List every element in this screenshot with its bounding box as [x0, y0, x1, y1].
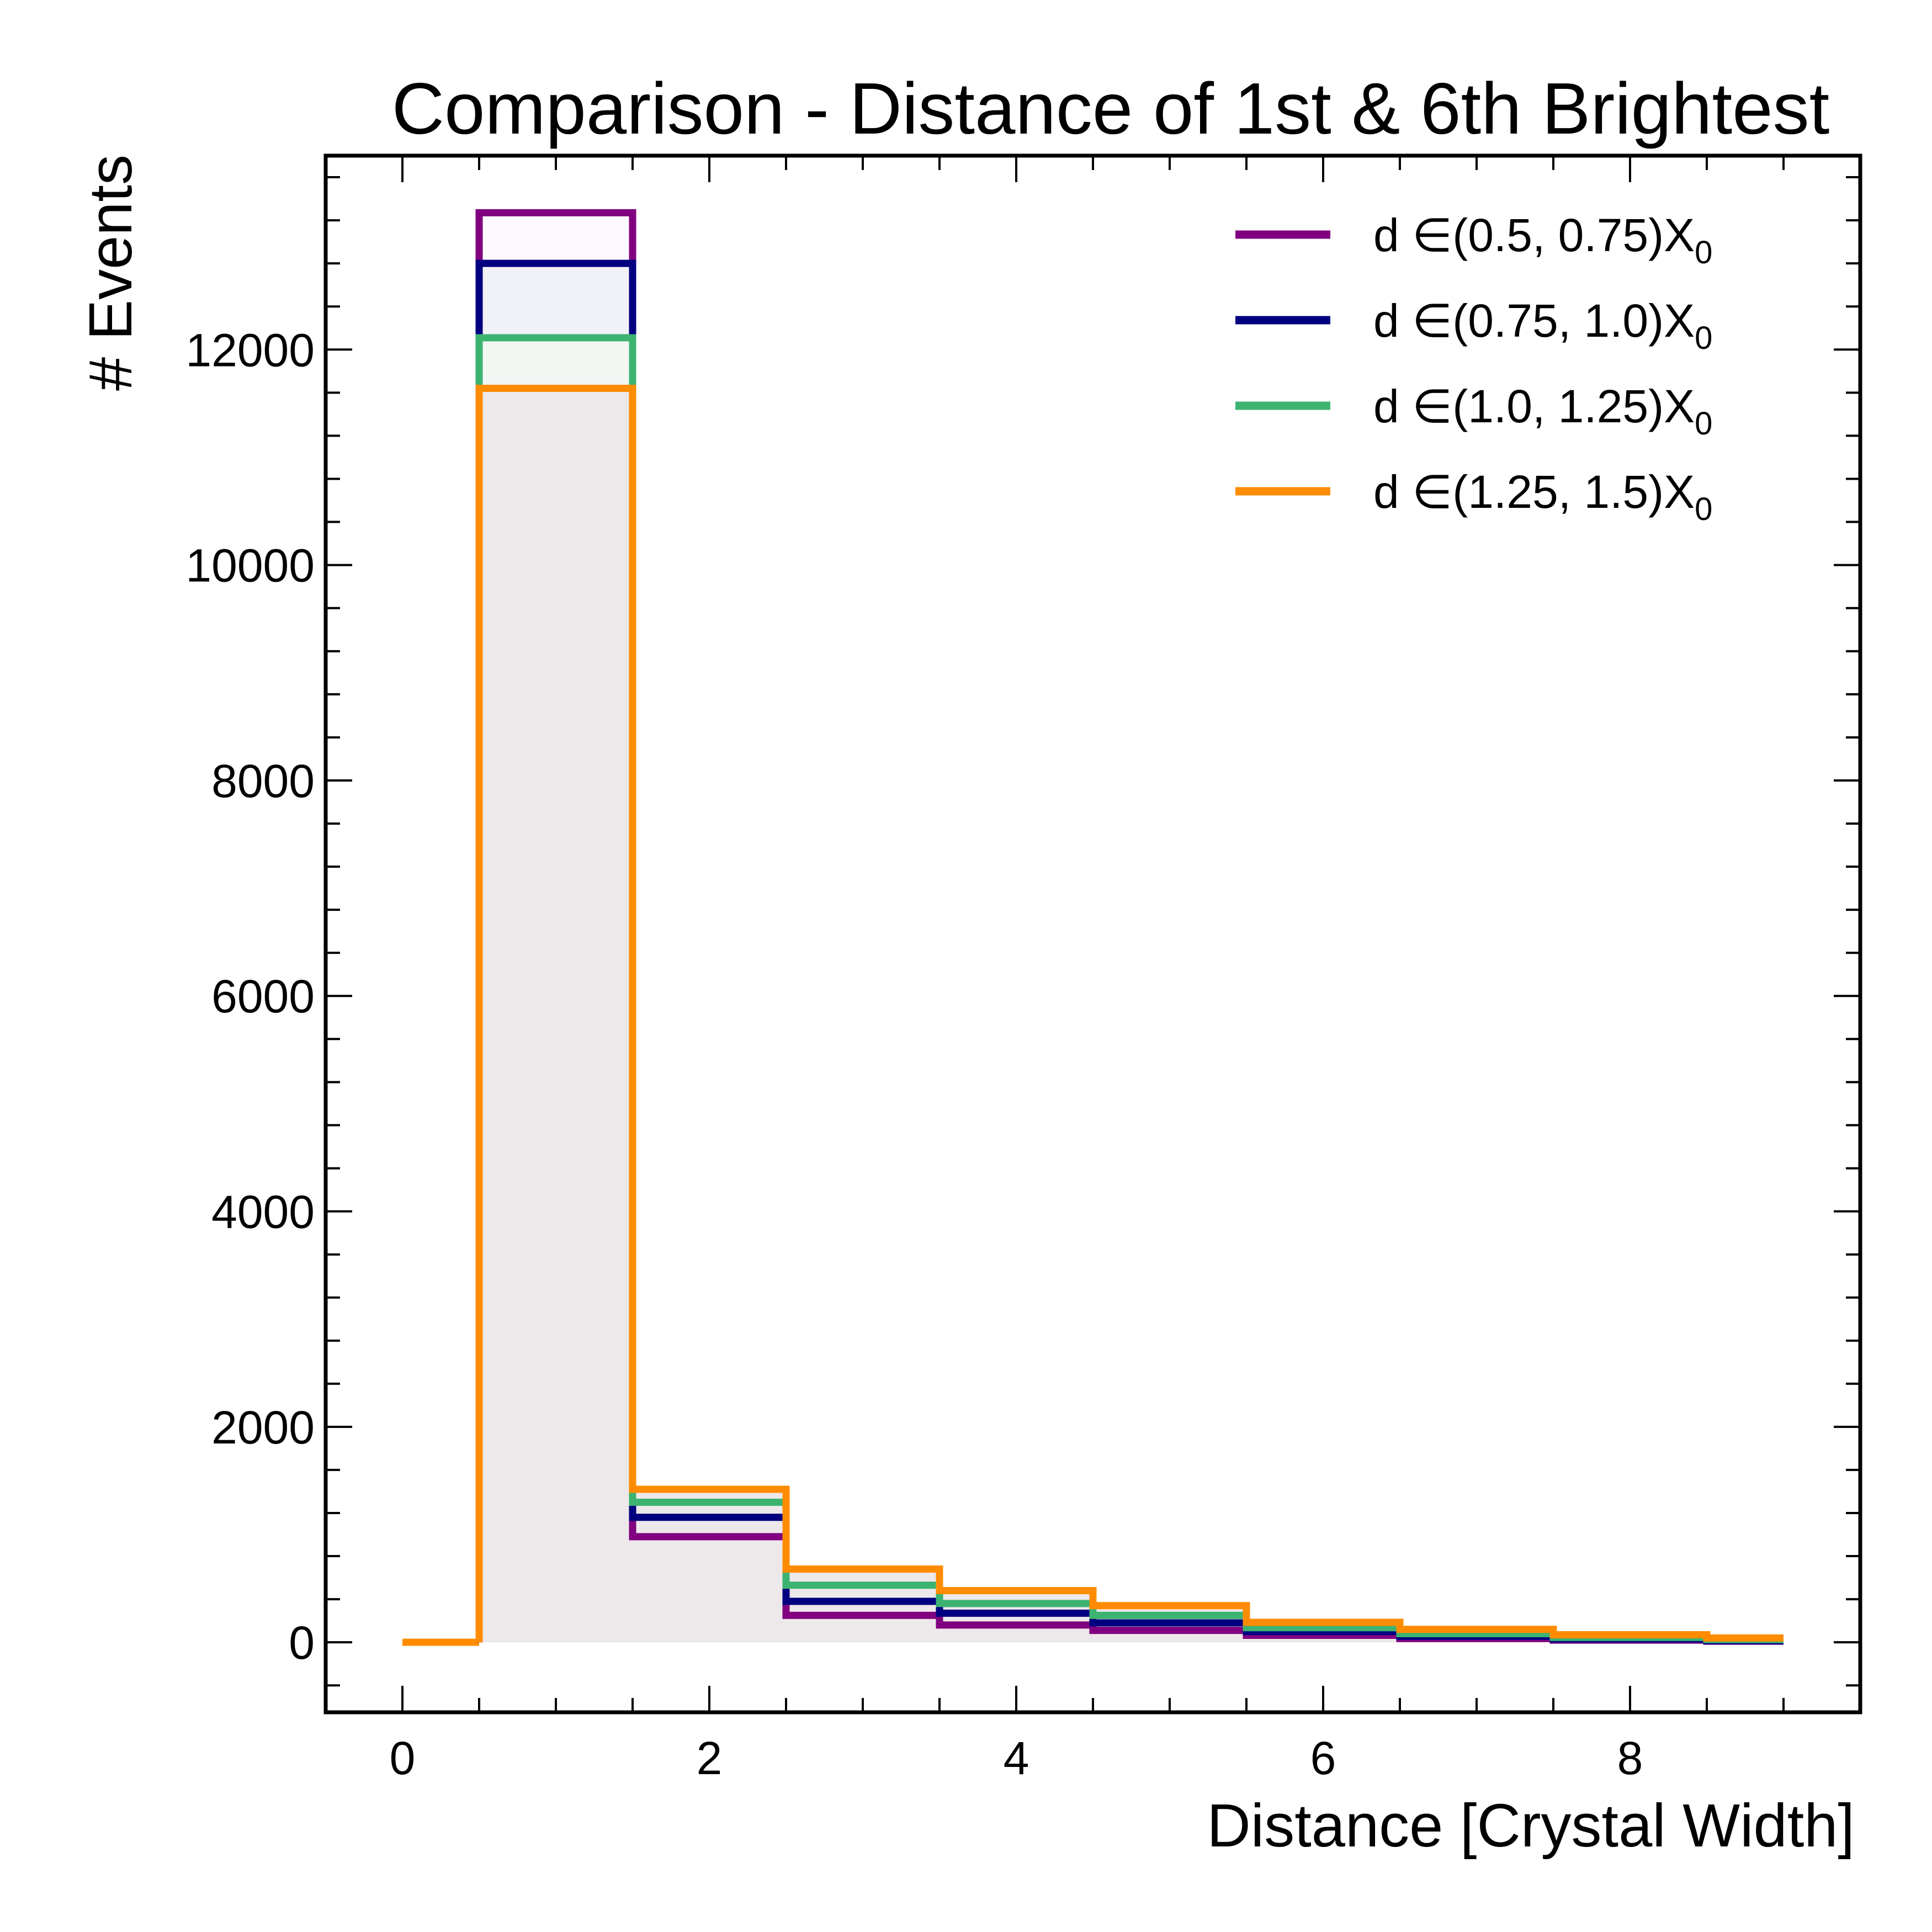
- y-tick-label: 0: [289, 1617, 315, 1669]
- plot-area: [402, 209, 1784, 1646]
- x-tick-label: 8: [1617, 1732, 1643, 1784]
- x-tick-label: 2: [697, 1732, 723, 1784]
- legend-label-subscript: 0: [1695, 235, 1712, 270]
- y-axis-label: # Events: [77, 155, 145, 391]
- legend-label: d ∈(1.0, 1.25)X0: [1373, 380, 1712, 442]
- y-tick-label: 8000: [211, 755, 315, 807]
- legend-entry-4: d ∈(1.25, 1.5)X0: [1235, 466, 1712, 527]
- legend-label: d ∈(0.75, 1.0)X0: [1373, 295, 1712, 356]
- legend-label-subscript: 0: [1695, 406, 1712, 442]
- x-axis-label: Distance [Crystal Width]: [1207, 1792, 1855, 1860]
- x-tick-label: 6: [1310, 1732, 1336, 1784]
- legend-label-subscript: 0: [1695, 491, 1712, 527]
- series-step-3: [475, 334, 1784, 1643]
- series-step-4: [475, 385, 1784, 1643]
- y-tick-label: 2000: [211, 1402, 315, 1453]
- legend-label: d ∈(1.25, 1.5)X0: [1373, 466, 1712, 527]
- legend-entry-3: d ∈(1.0, 1.25)X0: [1235, 380, 1712, 442]
- y-tick-label: 6000: [211, 970, 315, 1022]
- y-tick-label: 4000: [211, 1186, 315, 1238]
- legend-entry-2: d ∈(0.75, 1.0)X0: [1235, 295, 1712, 356]
- series-fill-4: [479, 388, 1784, 1643]
- legend-entry-1: d ∈(0.5, 0.75)X0: [1235, 209, 1712, 270]
- legend: d ∈(0.5, 0.75)X0 d ∈(0.75, 1.0)X0 d ∈(1.0,…: [1235, 209, 1712, 527]
- x-tick-label: 0: [390, 1732, 416, 1784]
- legend-label-subscript: 0: [1695, 320, 1712, 356]
- series-fill-3: [479, 337, 1784, 1643]
- y-tick-label: 10000: [185, 540, 315, 592]
- axes: 0 2 4 6 8 0 2000 4000 6000 8000 10000 12000: [185, 153, 1862, 1784]
- y-tick-label: 12000: [185, 324, 315, 376]
- legend-label: d ∈(0.5, 0.75)X0: [1373, 209, 1712, 270]
- x-tick-label: 4: [1004, 1732, 1029, 1784]
- chart-title: Comparison - Distance of 1st & 6th Brigh…: [392, 68, 1830, 149]
